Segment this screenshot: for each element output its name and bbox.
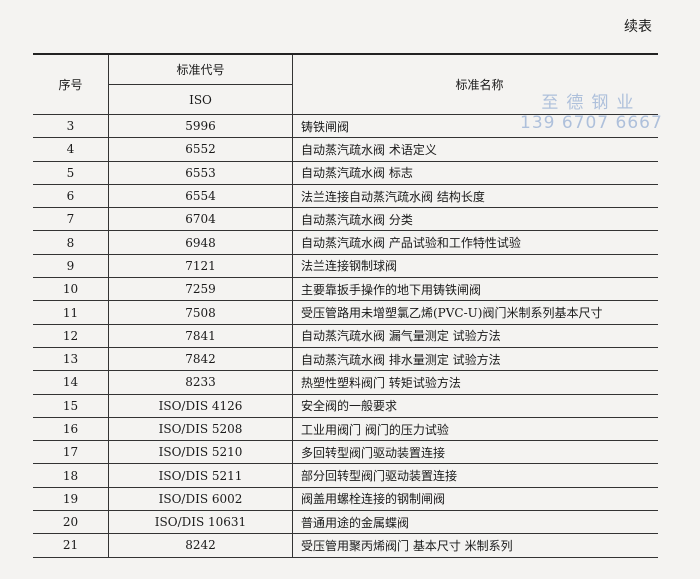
table-row: 10 7259 主要靠扳手操作的地下用铸铁闸阀: [33, 277, 658, 302]
row-code: ISO/DIS 5210: [108, 440, 293, 465]
row-name: 受压管用聚丙烯阀门 基本尺寸 米制系列: [292, 533, 658, 558]
row-code: 6554: [108, 184, 293, 209]
row-code: 5996: [108, 114, 293, 139]
row-seq: 10: [33, 277, 109, 302]
watermark: 至德钢业 139 6707 6667: [520, 88, 663, 133]
continued-label: 续表: [624, 19, 652, 35]
row-name: 普通用途的金属蝶阀: [292, 510, 658, 535]
header-code: 标准代号: [108, 54, 293, 85]
table-row: 12 7841 自动蒸汽疏水阀 漏气量测定 试验方法: [33, 324, 658, 348]
table-row: 15 ISO/DIS 4126 安全阀的一般要求: [33, 394, 658, 418]
row-name: 自动蒸汽疏水阀 术语定义: [292, 137, 658, 162]
row-seq: 19: [33, 487, 109, 512]
row-seq: 3: [33, 114, 109, 139]
row-seq: 8: [33, 230, 109, 255]
table-row: 14 8233 热塑性塑料阀门 转矩试验方法: [33, 370, 658, 395]
table-row: 5 6553 自动蒸汽疏水阀 标志: [33, 161, 658, 185]
row-name: 阀盖用螺栓连接的钢制闸阀: [292, 487, 658, 512]
row-name: 部分回转型阀门驱动装置连接: [292, 463, 658, 488]
table-row: 6 6554 法兰连接自动蒸汽疏水阀 结构长度: [33, 184, 658, 209]
table-row: 4 6552 自动蒸汽疏水阀 术语定义: [33, 137, 658, 162]
row-seq: 9: [33, 254, 109, 279]
row-code: ISO/DIS 6002: [108, 487, 293, 512]
row-code: 6553: [108, 161, 293, 185]
row-seq: 5: [33, 161, 109, 185]
table-row: 3 5996 铸铁闸阀: [33, 114, 658, 139]
row-name: 自动蒸汽疏水阀 分类: [292, 207, 658, 232]
row-seq: 4: [33, 137, 109, 162]
table-row: 17 ISO/DIS 5210 多回转型阀门驱动装置连接: [33, 440, 658, 465]
row-name: 受压管路用未增塑氯乙烯(PVC-U)阀门米制系列基本尺寸: [292, 300, 658, 325]
row-seq: 16: [33, 417, 109, 442]
row-code: ISO/DIS 4126: [108, 394, 293, 418]
row-seq: 20: [33, 510, 109, 535]
row-code: 7121: [108, 254, 293, 279]
row-code: ISO/DIS 5211: [108, 463, 293, 488]
watermark-name: 至德钢业: [541, 93, 642, 113]
row-name: 自动蒸汽疏水阀 排水量测定 试验方法: [292, 347, 658, 372]
row-seq: 7: [33, 207, 109, 232]
row-code: 7259: [108, 277, 293, 302]
row-code: 7841: [108, 324, 293, 348]
row-code: 7842: [108, 347, 293, 372]
row-name: 法兰连接钢制球阀: [292, 254, 658, 279]
table-row: 8 6948 自动蒸汽疏水阀 产品试验和工作特性试验: [33, 230, 658, 255]
row-code: 7508: [108, 300, 293, 325]
row-seq: 13: [33, 347, 109, 372]
row-seq: 17: [33, 440, 109, 465]
row-seq: 14: [33, 370, 109, 395]
row-name: 自动蒸汽疏水阀 漏气量测定 试验方法: [292, 324, 658, 348]
row-seq: 6: [33, 184, 109, 209]
table-row: 16 ISO/DIS 5208 工业用阀门 阀门的压力试验: [33, 417, 658, 442]
standards-table: 序号 标准代号 标准名称 ISO 3 5996 铸铁闸阀 4 6552 自动蒸汽疏水阀 术…: [33, 53, 658, 558]
table-row: 9 7121 法兰连接钢制球阀: [33, 254, 658, 279]
row-name: 热塑性塑料阀门 转矩试验方法: [292, 370, 658, 395]
watermark-phone: 139 6707 6667: [520, 113, 663, 133]
table-row: 20 ISO/DIS 10631 普通用途的金属蝶阀: [33, 510, 658, 535]
table-row: 13 7842 自动蒸汽疏水阀 排水量测定 试验方法: [33, 347, 658, 372]
row-seq: 12: [33, 324, 109, 348]
table-row: 7 6704 自动蒸汽疏水阀 分类: [33, 207, 658, 232]
row-name: 自动蒸汽疏水阀 产品试验和工作特性试验: [292, 230, 658, 255]
row-code: 6552: [108, 137, 293, 162]
row-seq: 18: [33, 463, 109, 488]
row-code: ISO/DIS 10631: [108, 510, 293, 535]
row-seq: 21: [33, 533, 109, 558]
row-code: 8242: [108, 533, 293, 558]
row-seq: 11: [33, 300, 109, 325]
row-name: 法兰连接自动蒸汽疏水阀 结构长度: [292, 184, 658, 209]
header-code-iso: ISO: [108, 84, 293, 115]
table-row: 19 ISO/DIS 6002 阀盖用螺栓连接的钢制闸阀: [33, 487, 658, 512]
header-seq: 序号: [33, 54, 109, 115]
row-code: ISO/DIS 5208: [108, 417, 293, 442]
row-code: 6704: [108, 207, 293, 232]
row-seq: 15: [33, 394, 109, 418]
table-row: 18 ISO/DIS 5211 部分回转型阀门驱动装置连接: [33, 463, 658, 488]
row-name: 主要靠扳手操作的地下用铸铁闸阀: [292, 277, 658, 302]
row-code: 8233: [108, 370, 293, 395]
row-name: 多回转型阀门驱动装置连接: [292, 440, 658, 465]
row-name: 工业用阀门 阀门的压力试验: [292, 417, 658, 442]
row-name: 铸铁闸阀: [292, 114, 658, 139]
table-row: 11 7508 受压管路用未增塑氯乙烯(PVC-U)阀门米制系列基本尺寸: [33, 300, 658, 325]
header-name: 标准名称: [292, 54, 658, 115]
row-code: 6948: [108, 230, 293, 255]
row-name: 自动蒸汽疏水阀 标志: [292, 161, 658, 185]
row-name: 安全阀的一般要求: [292, 394, 658, 418]
table-row: 21 8242 受压管用聚丙烯阀门 基本尺寸 米制系列: [33, 533, 658, 558]
